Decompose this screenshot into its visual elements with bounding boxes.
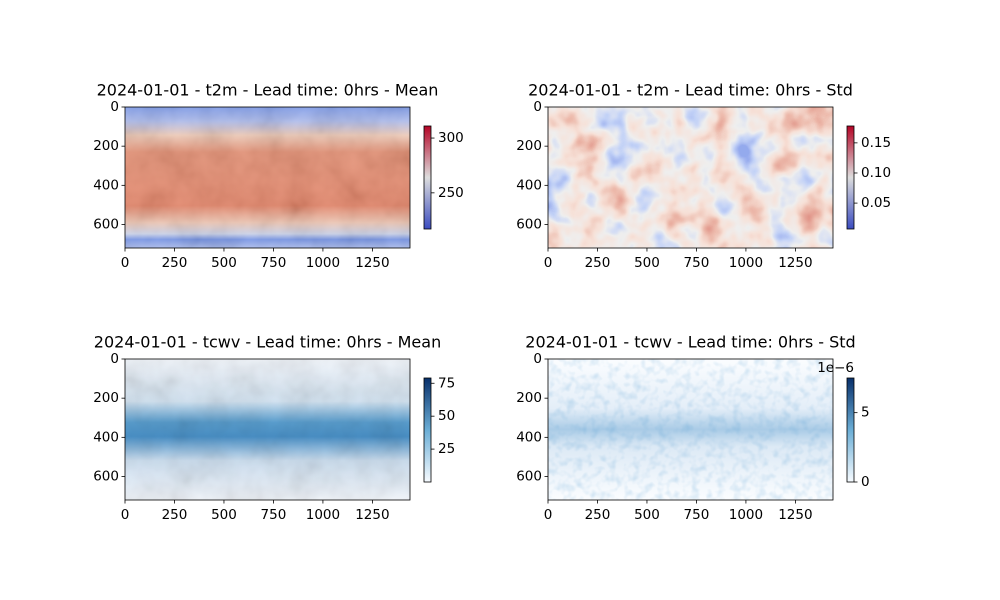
chart-title: 2024-01-01 - t2m - Lead time: 0hrs - Std	[528, 81, 853, 100]
x-tick-label: 1000	[306, 507, 340, 523]
y-tick-label: 400	[516, 429, 542, 445]
y-tick-label: 0	[533, 351, 542, 367]
y-tick-label: 0	[533, 99, 542, 115]
x-tick-label: 250	[585, 255, 611, 271]
y-tick-label: 400	[93, 429, 119, 445]
axes-frame	[124, 106, 411, 249]
colorbar	[423, 125, 432, 230]
y-tick-label: 400	[93, 177, 119, 193]
colorbar-tick-label: 0.10	[861, 165, 891, 181]
y-tick-label: 600	[93, 217, 119, 233]
x-tick-label: 0	[121, 507, 130, 523]
x-tick-label: 750	[684, 507, 710, 523]
chart-title: 2024-01-01 - tcwv - Lead time: 0hrs - St…	[525, 333, 855, 352]
x-tick-label: 500	[634, 507, 660, 523]
colorbar-tick-label: 0.15	[861, 135, 891, 151]
x-tick-label: 1000	[729, 255, 763, 271]
colorbar-tick-label: 50	[438, 408, 455, 424]
y-tick-label: 200	[516, 390, 542, 406]
colorbar	[846, 377, 855, 483]
x-tick-label: 250	[585, 507, 611, 523]
colorbar	[846, 125, 855, 230]
image	[548, 107, 833, 248]
colorbar-tick-label: 0.05	[861, 195, 891, 211]
y-tick-label: 600	[516, 469, 542, 485]
axes-frame	[547, 358, 834, 501]
image-texture	[125, 359, 410, 500]
colorbar-tick-label: 0	[861, 474, 870, 490]
colorbar-tick-label: 300	[438, 130, 464, 146]
x-tick-label: 0	[544, 507, 553, 523]
x-tick-label: 0	[121, 255, 130, 271]
x-tick-label: 1250	[355, 255, 389, 271]
x-tick-label: 1000	[729, 507, 763, 523]
x-tick-label: 250	[162, 255, 188, 271]
images	[125, 107, 833, 500]
x-tick-label: 750	[261, 255, 287, 271]
colorbar-tick-label: 25	[438, 441, 455, 457]
chart-title: 2024-01-01 - t2m - Lead time: 0hrs - Mea…	[97, 81, 439, 100]
y-tick-label: 200	[516, 138, 542, 154]
colorbar-offset-label: 1e−6	[817, 360, 854, 376]
x-tick-label: 250	[162, 507, 188, 523]
x-tick-label: 1250	[778, 255, 812, 271]
x-tick-label: 750	[684, 255, 710, 271]
x-tick-label: 1250	[355, 507, 389, 523]
axes-frame	[124, 358, 411, 501]
image-texture	[125, 107, 410, 248]
y-tick-label: 0	[110, 351, 119, 367]
y-tick-label: 600	[516, 217, 542, 233]
x-tick-label: 1000	[306, 255, 340, 271]
x-tick-label: 0	[544, 255, 553, 271]
image-texture	[548, 359, 833, 500]
colorbar-tick-label: 75	[438, 375, 455, 391]
x-tick-label: 500	[211, 507, 237, 523]
x-tick-label: 1250	[778, 507, 812, 523]
chart-title: 2024-01-01 - tcwv - Lead time: 0hrs - Me…	[94, 333, 441, 352]
x-tick-label: 500	[211, 255, 237, 271]
x-tick-label: 750	[261, 507, 287, 523]
colorbar-tick-label: 250	[438, 185, 464, 201]
y-tick-label: 400	[516, 177, 542, 193]
colorbar-tick-label: 5	[861, 405, 870, 421]
colorbar	[423, 377, 432, 483]
axes-frame	[547, 106, 834, 249]
x-tick-label: 500	[634, 255, 660, 271]
y-tick-label: 0	[110, 99, 119, 115]
y-tick-label: 200	[93, 138, 119, 154]
y-tick-label: 200	[93, 390, 119, 406]
y-tick-label: 600	[93, 469, 119, 485]
